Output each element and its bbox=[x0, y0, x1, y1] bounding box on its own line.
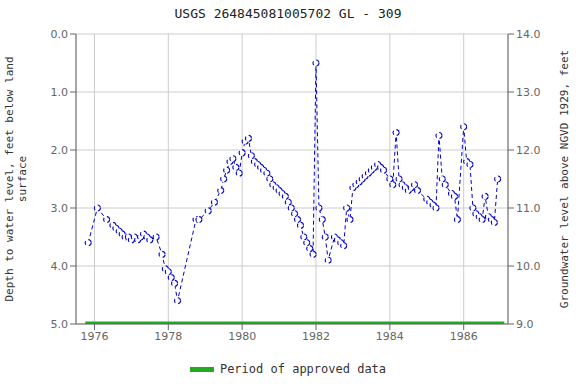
svg-text:1986: 1986 bbox=[450, 330, 478, 343]
svg-text:1978: 1978 bbox=[154, 330, 182, 343]
svg-text:1982: 1982 bbox=[302, 330, 330, 343]
svg-text:12.0: 12.0 bbox=[516, 144, 541, 157]
svg-text:3.0: 3.0 bbox=[51, 202, 69, 215]
svg-text:2.0: 2.0 bbox=[51, 144, 69, 157]
svg-text:1976: 1976 bbox=[80, 330, 108, 343]
html-text:Depth to water level, feet bel: Depth to water level, feet below land su… bbox=[3, 56, 29, 302]
svg-text:5.0: 5.0 bbox=[51, 318, 69, 331]
svg-text:13.0: 13.0 bbox=[516, 86, 541, 99]
html-text:USGS 264845081005702 GL - 309: USGS 264845081005702 GL - 309 bbox=[174, 5, 402, 21]
svg-text:10.0: 10.0 bbox=[516, 260, 541, 273]
svg-text:1.0: 1.0 bbox=[51, 86, 69, 99]
svg-text:1984: 1984 bbox=[376, 330, 404, 343]
svg-text:4.0: 4.0 bbox=[51, 260, 69, 273]
svg-text:11.0: 11.0 bbox=[516, 202, 541, 215]
svg-text:0.0: 0.0 bbox=[51, 28, 69, 41]
html-text:Period of approved data: Period of approved data bbox=[219, 362, 387, 376]
html-text:Groundwater level above NGVD 1: Groundwater level above NGVD 1929, feet bbox=[557, 49, 571, 309]
svg-text:9.0: 9.0 bbox=[516, 318, 534, 331]
svg-text:1980: 1980 bbox=[228, 330, 256, 343]
svg-text:14.0: 14.0 bbox=[516, 28, 541, 41]
